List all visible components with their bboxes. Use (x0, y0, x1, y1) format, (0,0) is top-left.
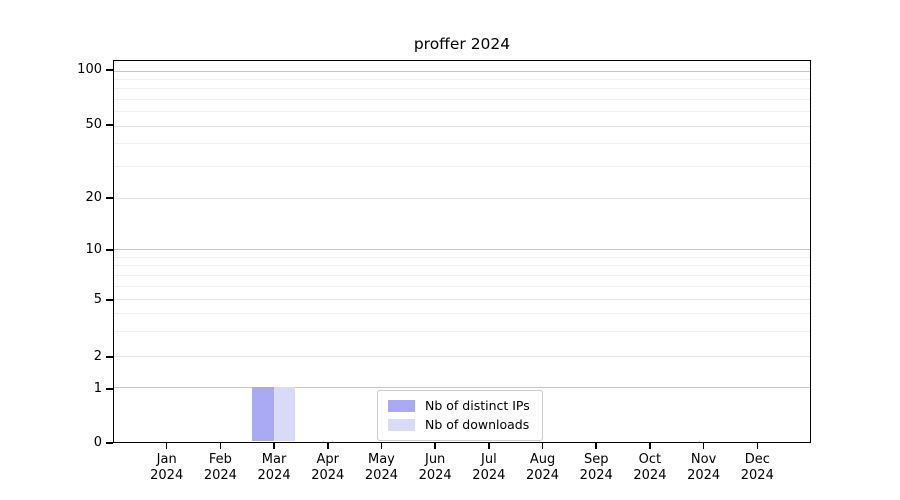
y-tick (106, 249, 113, 251)
gridline-minor (114, 274, 810, 276)
x-tick (702, 443, 705, 449)
gridline-minor (114, 111, 810, 113)
y-tick (106, 69, 113, 71)
x-tick-label: Jan 2024 (135, 452, 199, 483)
bar-distinct-ips (252, 387, 274, 441)
gridline-major (114, 387, 810, 389)
bar-downloads (273, 387, 296, 441)
x-tick-label-line: Jul (481, 452, 497, 467)
x-tick (380, 443, 383, 449)
x-tick (434, 443, 436, 449)
legend-label: Nb of downloads (425, 417, 530, 432)
gridline-minor (114, 257, 810, 259)
x-tick-label-line: Feb (208, 452, 232, 467)
gridline-minor (114, 88, 810, 90)
x-tick (756, 443, 759, 449)
x-tick-label-line: 2024 (311, 467, 345, 483)
x-tick-label-line: Jan (156, 452, 177, 467)
x-tick-label: Sep 2024 (564, 452, 628, 483)
gridline-minor (114, 285, 810, 287)
x-tick-label-line: 2024 (525, 467, 560, 483)
x-tick-label-line: 2024 (150, 467, 184, 483)
y-tick-label: 100 (77, 61, 102, 77)
x-tick-label-line: May (368, 452, 395, 467)
y-tick (106, 388, 113, 390)
legend-item: Nb of downloads (388, 415, 542, 434)
x-tick-label: Feb 2024 (188, 452, 252, 483)
x-tick (165, 443, 168, 449)
x-tick-label-line: 2024 (687, 467, 721, 483)
gridline-major (114, 197, 810, 199)
legend-swatch-icon (388, 399, 415, 412)
legend: Nb of distinct IPs Nb of downloads (377, 390, 543, 441)
x-tick-label: Apr 2024 (296, 452, 360, 483)
y-tick-label: 5 (93, 292, 102, 308)
x-tick-label-line: 2024 (579, 467, 613, 483)
x-tick-label: Aug 2024 (511, 452, 575, 483)
x-tick-label-line: 2024 (633, 467, 667, 483)
y-tick-label: 0 (93, 435, 102, 450)
y-tick (106, 124, 113, 126)
x-tick (649, 443, 651, 449)
gridline-major (114, 125, 810, 127)
gridline-major (114, 70, 810, 72)
gridline-major (114, 299, 810, 301)
x-tick-label-line: Jun (424, 452, 446, 467)
x-tick (595, 443, 597, 449)
x-tick-label-line: 2024 (257, 467, 291, 483)
gridline-minor (114, 330, 810, 332)
y-tick-label: 1 (93, 380, 102, 396)
legend-item: Nb of distinct IPs (388, 396, 542, 415)
x-tick-label-line: 2024 (364, 467, 398, 483)
gridline-minor (114, 312, 810, 314)
y-tick-label: 20 (85, 189, 102, 205)
x-tick-label: May 2024 (349, 452, 413, 483)
legend-swatch-icon (388, 418, 415, 431)
x-tick (273, 443, 275, 449)
x-tick-label-line: 2024 (472, 467, 506, 483)
x-tick-label: Oct 2024 (618, 452, 682, 483)
x-tick-label: Mar 2024 (242, 452, 306, 483)
gridline-major (114, 249, 810, 251)
chart-title: proffer 2024 (413, 35, 511, 53)
gridline-minor (114, 79, 810, 81)
x-tick-label-line: 2024 (418, 467, 452, 483)
x-tick-label-line: Aug (529, 452, 556, 467)
gridline-major (114, 355, 810, 357)
x-tick-label-line: Sep (583, 452, 609, 467)
y-tick-label: 10 (85, 241, 102, 257)
x-tick (541, 443, 544, 449)
gridline-minor (114, 265, 810, 267)
x-tick-label: Jul 2024 (457, 452, 521, 483)
x-tick-label: Jun 2024 (403, 452, 467, 483)
x-tick (219, 443, 222, 449)
plot-area: Nb of distinct IPs Nb of downloads (113, 60, 811, 443)
y-tick (106, 197, 113, 199)
x-tick (488, 443, 490, 449)
x-tick-label-line: 2024 (203, 467, 237, 483)
gridline-minor (114, 99, 810, 100)
x-tick-label-line: Apr (316, 452, 340, 467)
x-tick-label: Dec 2024 (725, 452, 789, 483)
x-tick-label: Nov 2024 (672, 452, 736, 483)
x-tick-label-line: 2024 (740, 467, 774, 483)
x-tick-label-line: Nov (690, 452, 717, 467)
y-tick-label: 2 (93, 349, 102, 365)
gridline-minor (114, 143, 810, 145)
y-tick (106, 356, 113, 358)
gridline-minor (114, 165, 810, 167)
y-tick (106, 442, 113, 444)
legend-label: Nb of distinct IPs (425, 398, 530, 413)
x-tick-label-line: Dec (744, 452, 770, 467)
y-tick (106, 299, 113, 301)
x-tick-label-line: Oct (638, 452, 662, 467)
y-tick-label: 50 (85, 117, 102, 133)
x-tick (327, 443, 329, 449)
x-tick-label-line: Mar (261, 452, 287, 467)
